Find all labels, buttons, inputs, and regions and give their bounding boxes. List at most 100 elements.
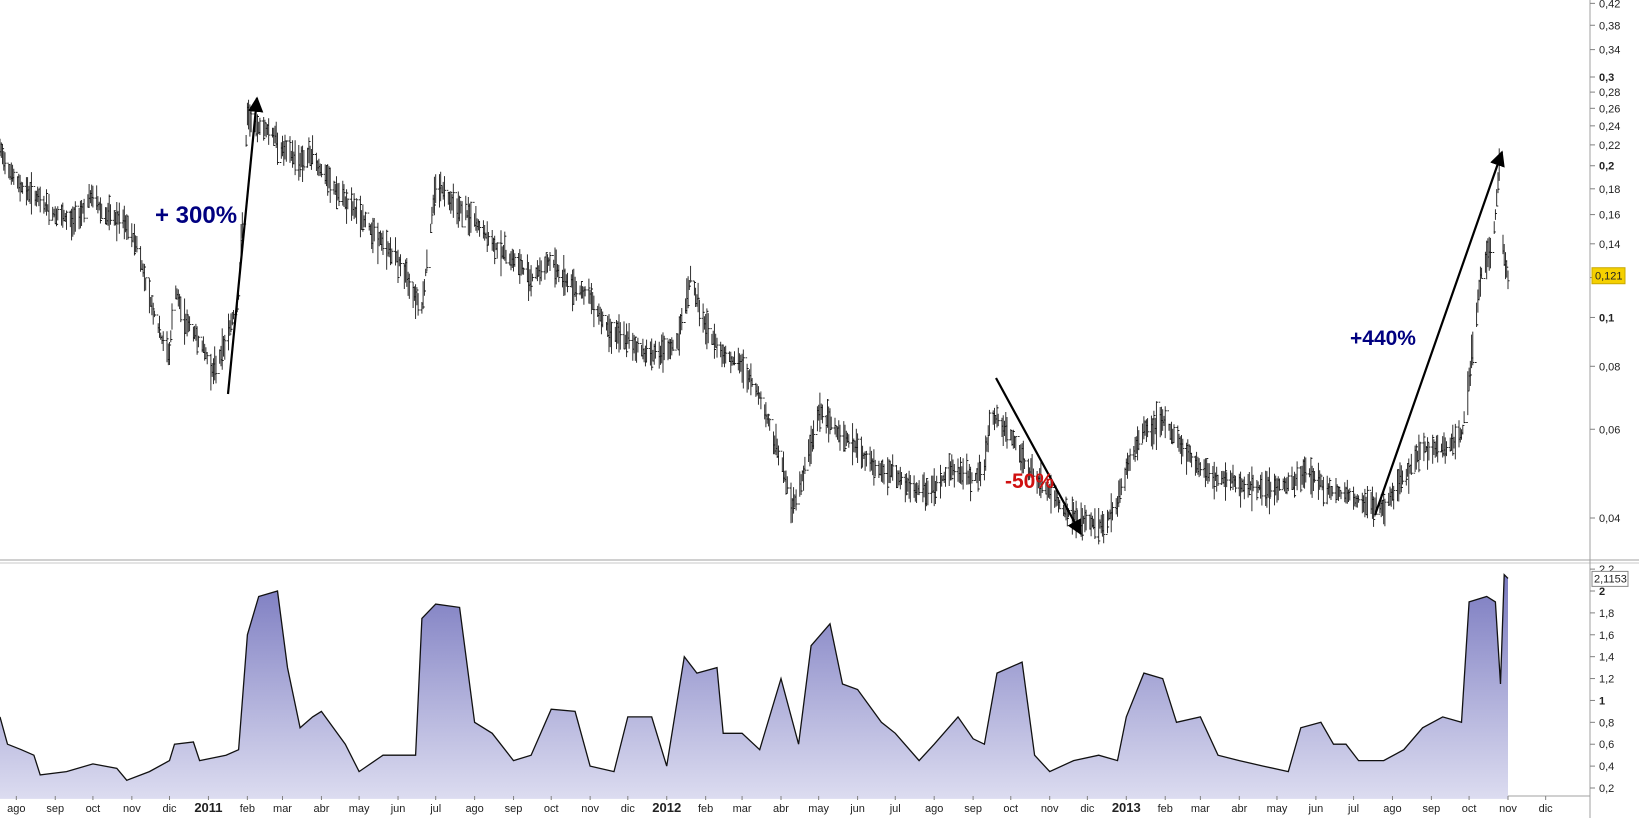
price-bar [1207, 463, 1211, 482]
price-tick-label: 0,06 [1599, 424, 1620, 436]
price-bar [1383, 493, 1387, 527]
price-bar [706, 310, 710, 344]
price-bar [645, 339, 649, 363]
price-bar [355, 198, 359, 224]
price-bar [1339, 490, 1343, 500]
price-bar [548, 252, 552, 271]
price-tick-label: 0,38 [1599, 20, 1620, 32]
price-bar [346, 192, 350, 210]
price-bar [996, 407, 1000, 427]
price-bar [803, 456, 807, 474]
price-bar [680, 308, 684, 331]
price-tick-label: 0,2 [1599, 161, 1614, 173]
x-month-label: nov [581, 803, 599, 815]
price-tick-label: 0,22 [1599, 140, 1620, 152]
price-bar [987, 409, 991, 436]
price-bar [794, 489, 798, 511]
price-bar [1154, 401, 1158, 450]
price-bar [689, 265, 693, 287]
volatility-line [0, 573, 1509, 782]
volatility-tick-label: 0,6 [1599, 739, 1614, 751]
x-month-label: jul [889, 803, 901, 815]
price-bar [1357, 495, 1361, 503]
price-tick-label: 0,42 [1599, 0, 1620, 10]
price-bar [1172, 424, 1176, 444]
price-bar [1137, 430, 1141, 451]
x-month-label: sep [1423, 803, 1441, 815]
x-month-label: ago [925, 803, 943, 815]
price-bar [161, 331, 165, 351]
price-bar [73, 201, 77, 232]
price-bar [952, 464, 956, 488]
x-month-label: jun [1308, 803, 1324, 815]
price-bar [64, 210, 69, 230]
price-bar [1146, 418, 1150, 438]
price-bar [398, 254, 403, 277]
price-bar [302, 150, 306, 171]
annotation-plus-440: +440% [1350, 327, 1416, 350]
price-bar [530, 273, 534, 287]
price-bar [1251, 474, 1255, 492]
price-bar [188, 316, 192, 332]
price-bar [671, 339, 675, 351]
x-month-label: ago [465, 803, 483, 815]
annotation-plus-300: + 300% [155, 202, 237, 229]
price-bar [1321, 476, 1325, 507]
price-bar [478, 220, 482, 237]
x-month-label: may [808, 803, 829, 815]
price-bar [1216, 474, 1220, 486]
price-bar [117, 202, 121, 234]
price-tick-label: 0,34 [1599, 45, 1620, 57]
price-bar [442, 176, 447, 207]
price-bar [12, 168, 16, 185]
price-bar [776, 445, 781, 466]
price-bar [1198, 462, 1202, 476]
price-bar [908, 475, 912, 503]
price-bar [979, 461, 983, 487]
price-tick-label: 0,14 [1599, 239, 1620, 251]
price-bar [1058, 499, 1062, 510]
price-bar [486, 232, 490, 246]
price-bar [267, 118, 271, 145]
annotation-minus-50: -50% [1005, 470, 1054, 493]
price-bar [407, 273, 411, 299]
volatility-tick-label: 2 [1599, 586, 1605, 598]
price-bar [82, 198, 86, 223]
price-bar [1304, 457, 1308, 483]
price-tick-label: 0,28 [1599, 87, 1620, 99]
price-bar [899, 472, 904, 485]
price-bar [100, 203, 104, 222]
x-month-label: jun [390, 803, 406, 815]
price-bar [38, 186, 42, 213]
volatility-tick-label: 1,6 [1599, 630, 1614, 642]
x-month-label: mar [273, 803, 292, 815]
x-month-label: mar [1191, 803, 1210, 815]
price-bar [1427, 441, 1431, 461]
price-bar [1330, 486, 1334, 497]
last-volatility-badge [1591, 570, 1629, 587]
price-bar [504, 235, 508, 264]
x-month-label: ago [1383, 803, 1401, 815]
price-bar [223, 334, 227, 360]
price-bar [108, 195, 113, 225]
price-bar [1040, 477, 1044, 493]
price-bar [820, 404, 824, 424]
last-volatility-label: 2,1153 [1594, 573, 1627, 585]
price-bar [1233, 475, 1238, 493]
price-bar [451, 183, 455, 218]
price-bar [697, 297, 701, 327]
price-bar [29, 172, 33, 215]
price-bar [724, 345, 728, 364]
price-bar [152, 308, 156, 318]
price-bar [873, 459, 877, 478]
price-bar [864, 450, 868, 467]
price-bar [126, 215, 130, 240]
price-bar [1277, 478, 1282, 491]
price-tick-label: 0,16 [1599, 210, 1620, 222]
price-bar [1128, 448, 1132, 471]
price-bar [275, 132, 280, 165]
price-bar [1242, 476, 1246, 500]
price-bar [574, 281, 578, 301]
price-bar [943, 467, 948, 487]
price-bar [741, 349, 745, 389]
